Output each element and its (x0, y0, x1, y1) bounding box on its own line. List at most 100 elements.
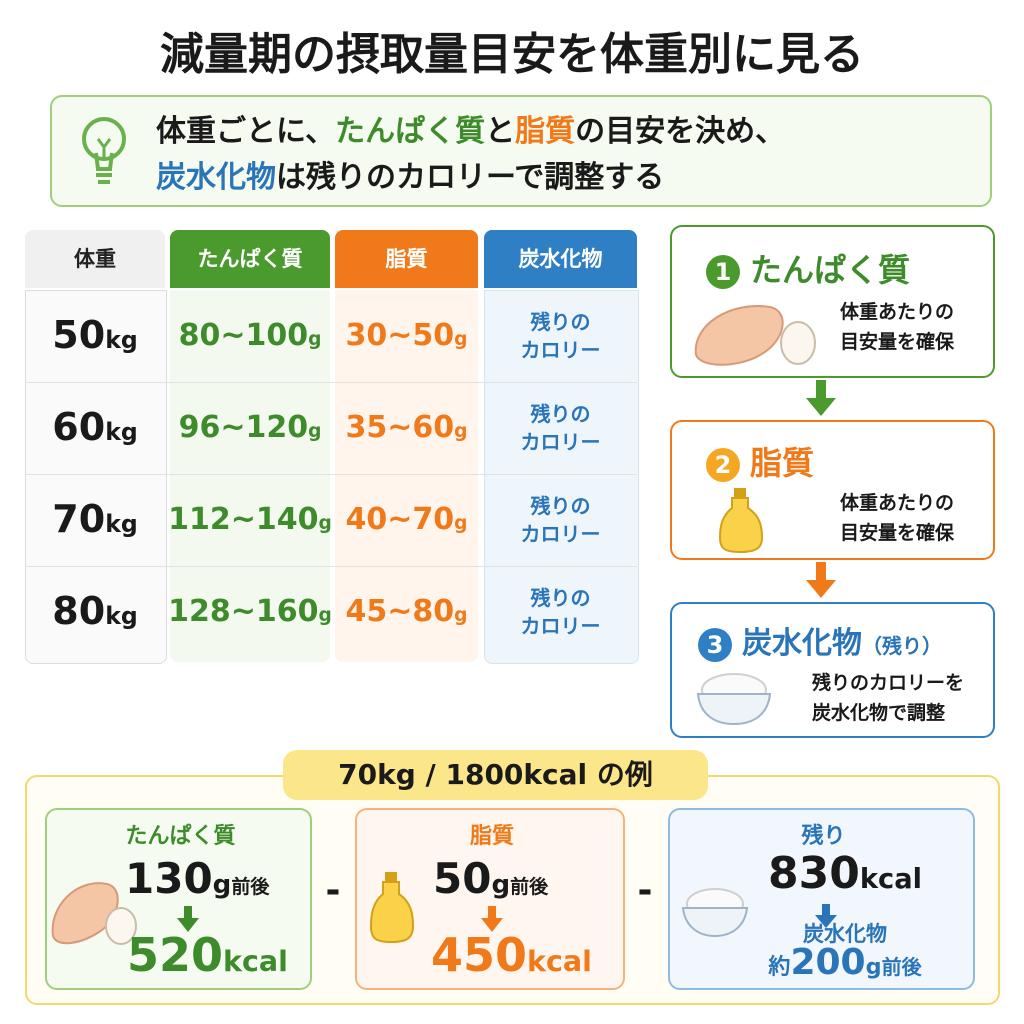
cell-value: 96~120g (179, 407, 322, 449)
note-line: 体重あたりの (840, 301, 955, 323)
step-number: 1 (706, 255, 740, 289)
step-number: 3 (698, 627, 732, 662)
card-amount: 830kcal (730, 848, 960, 899)
unit: kg (105, 418, 138, 447)
down-arrow (177, 906, 199, 932)
row-divider (25, 474, 637, 475)
table-cell: 112~140g (168, 476, 332, 564)
header-carbs: 炭水化物 (484, 230, 637, 288)
summary-segment: たんぱく質 (335, 114, 486, 149)
unit: g (308, 329, 322, 350)
card-amount: 130g前後 (125, 854, 269, 903)
cell-line: カロリー (520, 338, 601, 362)
value: 80 (52, 589, 106, 634)
down-arrow (481, 906, 503, 932)
bulb-icon (82, 117, 126, 184)
value: 80~100 (178, 318, 309, 353)
row-divider (25, 382, 637, 383)
card-title: たんぱく質 (125, 824, 236, 849)
value: 112~140 (168, 502, 319, 537)
step-note: 体重あたりの 目安量を確保 (840, 488, 954, 548)
cell-line: 残りの (530, 494, 591, 518)
note-line: 残りのカロリーを (812, 672, 965, 694)
amount-suffix: 前後 (510, 876, 549, 898)
table-cell: 35~60g (335, 384, 478, 472)
unit: kg (105, 510, 138, 539)
card-result: 450kcal (431, 928, 592, 982)
cell-value: 30~50g (346, 315, 468, 357)
result-unit: kcal (223, 945, 288, 978)
step-title: 炭水化物 (742, 626, 862, 661)
summary-segment: の目安を決め、 (575, 114, 786, 149)
summary-line: 体重ごとに、たんぱく質と脂質の目安を決め、 (156, 109, 785, 155)
example-label: 70kg / 1800kcal の例 (283, 750, 708, 800)
step-note: 残りのカロリーを 炭水化物で調整 (812, 668, 964, 728)
summary-segment: は残りのカロリーで調整する (276, 160, 665, 195)
card-result: 520kcal (127, 928, 288, 982)
unit: g (454, 513, 468, 534)
cell-value: 35~60g (346, 407, 468, 449)
result-unit: g (865, 954, 882, 980)
unit: g (454, 421, 468, 442)
card-title: 残り (801, 824, 846, 849)
cell-value: 50kg (52, 309, 137, 362)
table-cell: 残りの カロリー (484, 568, 637, 656)
step-title: 脂質 (750, 444, 815, 482)
result-suffix: 前後 (881, 955, 922, 979)
table-cell: 60kg (25, 384, 165, 472)
cell-value: 80~100g (179, 315, 322, 357)
oil-bottle-icon (718, 488, 764, 554)
unit: g (318, 605, 332, 626)
summary-line: 炭水化物は残りのカロリーで調整する (156, 155, 785, 201)
step-number: 2 (706, 448, 740, 482)
summary-text: 体重ごとに、たんぱく質と脂質の目安を決め、 炭水化物は残りのカロリーで調整する (156, 109, 785, 201)
flow-arrow (806, 562, 836, 598)
cell-line: 残りの (530, 586, 591, 610)
summary-segment: 体重ごとに、 (156, 114, 336, 149)
table-cell: 残りの カロリー (484, 292, 637, 380)
amount-value: 50 (433, 854, 492, 903)
column-carbs (484, 290, 639, 664)
table-cell: 96~120g (170, 384, 330, 472)
step-heading: 1 たんぱく質 (706, 245, 910, 291)
result-value: 200 (790, 942, 866, 983)
cell-value: 60kg (52, 401, 137, 454)
cell-line: 残りの (530, 310, 591, 334)
cell-value: 128~160g (168, 591, 332, 633)
table-cell: 40~70g (335, 476, 478, 564)
table-cell: 70kg (25, 476, 165, 564)
row-divider (25, 566, 637, 567)
cell-value: 70kg (52, 493, 137, 546)
cell-line: カロリー (520, 614, 601, 638)
value: 35~60 (345, 410, 455, 445)
note-line: 目安量を確保 (840, 331, 955, 353)
summary-box: 体重ごとに、たんぱく質と脂質の目安を決め、 炭水化物は残りのカロリーで調整する (50, 95, 992, 207)
summary-segment: と (485, 114, 516, 149)
unit: g (318, 513, 332, 534)
header-protein: たんぱく質 (170, 230, 330, 288)
cell-value: 112~140g (168, 499, 332, 541)
value: 70 (52, 497, 106, 542)
step-title-suffix: （残り） (862, 634, 942, 658)
column-weight (25, 290, 167, 664)
example-card: たんぱく質 130g前後 520kcal (45, 808, 312, 990)
example-card: 残り 830kcal 炭水化物 約200g前後 (668, 808, 975, 990)
cell-line: カロリー (520, 522, 601, 546)
table-cell: 80kg (25, 568, 165, 656)
unit: g (454, 605, 468, 626)
step-box: 3 炭水化物（残り） 残りのカロリーを 炭水化物で調整 (670, 602, 995, 738)
cell-line: 残りの (530, 402, 591, 426)
result-value: 450 (431, 928, 528, 982)
value: 60 (52, 405, 106, 450)
value: 45~80 (345, 594, 455, 629)
rice-bowl-icon (681, 888, 749, 938)
value: 96~120 (178, 410, 309, 445)
unit: g (308, 421, 322, 442)
chicken-egg-icon (694, 305, 816, 366)
step-heading: 3 炭水化物（残り） (698, 618, 942, 662)
unit: g (454, 329, 468, 350)
note-line: 炭水化物で調整 (812, 702, 946, 724)
result-unit: kcal (527, 945, 592, 978)
down-arrow (815, 904, 837, 928)
value: 128~160 (168, 594, 319, 629)
